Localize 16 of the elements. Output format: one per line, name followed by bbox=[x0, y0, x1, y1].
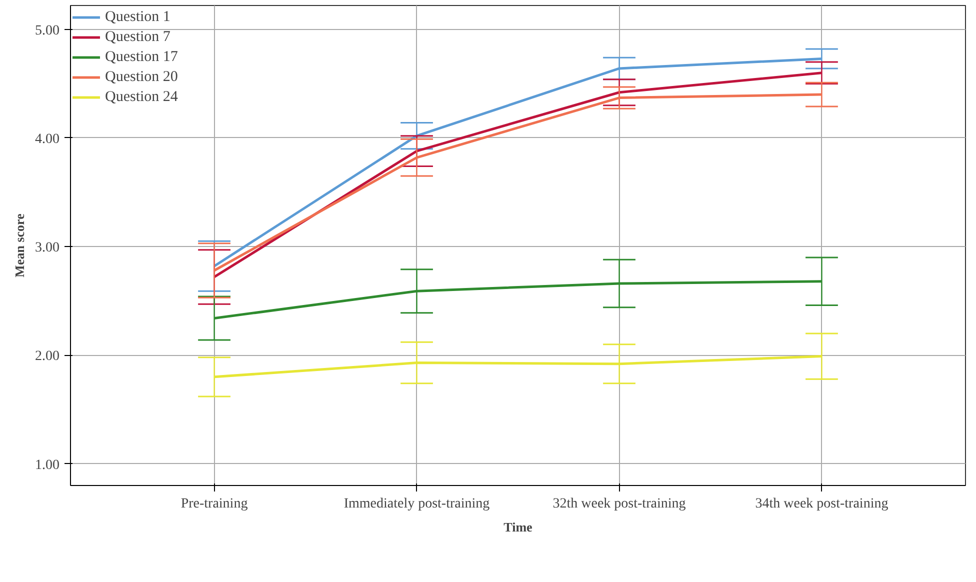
y-tick-label: 2.00 bbox=[35, 349, 60, 364]
legend-label: Question 20 bbox=[105, 68, 178, 86]
legend-label: Question 1 bbox=[105, 8, 170, 26]
x-tick-label: 34th week post-training bbox=[755, 496, 888, 512]
x-tick-label: Pre-training bbox=[180, 496, 248, 512]
x-tick-label: Immediately post-training bbox=[344, 496, 490, 512]
legend-label: Question 24 bbox=[105, 88, 178, 106]
y-tick-label: 4.00 bbox=[35, 132, 60, 147]
y-axis-title: Mean score bbox=[12, 213, 27, 278]
x-axis-title: Time bbox=[504, 520, 533, 534]
legend-label: Question 7 bbox=[105, 28, 170, 46]
y-tick-label: 1.00 bbox=[35, 458, 60, 473]
legend-label: Question 17 bbox=[105, 48, 178, 66]
x-tick-label: 32th week post-training bbox=[552, 496, 686, 512]
y-tick-label: 3.00 bbox=[35, 240, 60, 256]
y-tick-label: 5.00 bbox=[35, 23, 60, 38]
